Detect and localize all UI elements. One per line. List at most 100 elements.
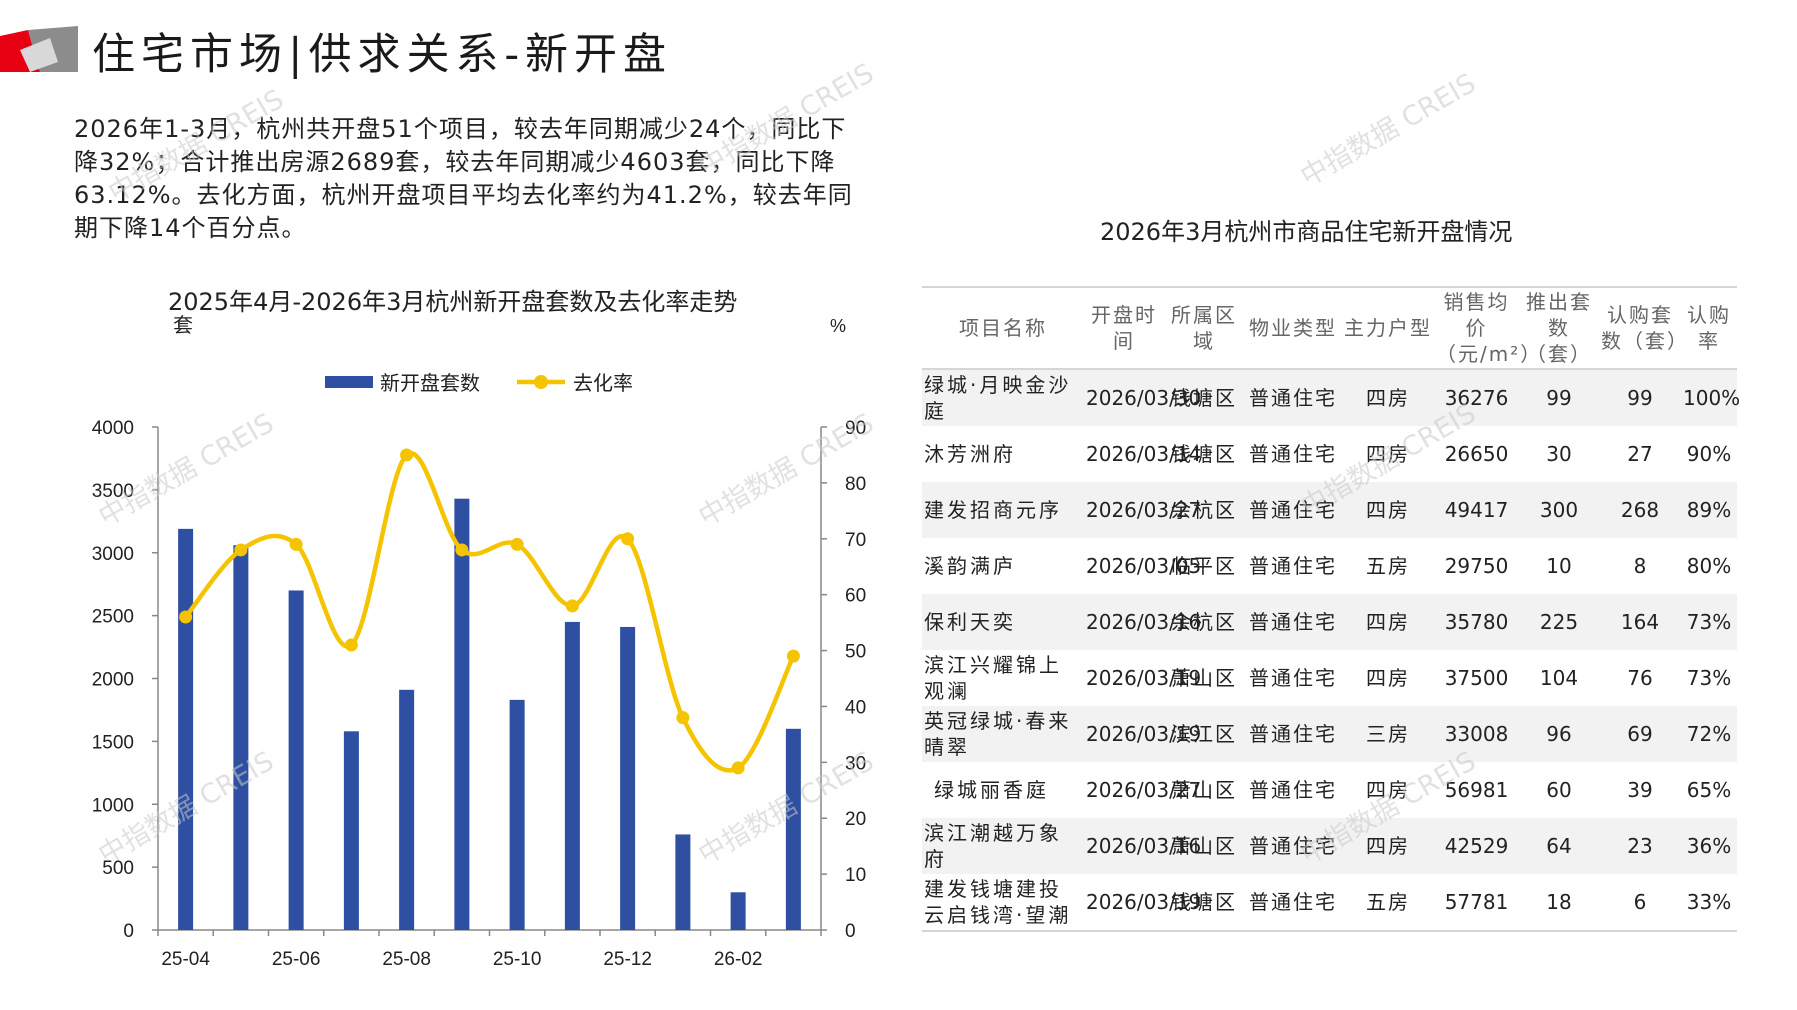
line-point bbox=[179, 610, 193, 624]
table-cell: 18 bbox=[1546, 890, 1572, 914]
table-cell: 建发钱塘建投云启钱湾·望潮 bbox=[924, 877, 1072, 927]
bar bbox=[509, 699, 525, 930]
table-cell: 225 bbox=[1539, 610, 1579, 634]
y-tick-label-left: 3500 bbox=[92, 481, 134, 502]
table-cell: 30 bbox=[1546, 442, 1572, 466]
table-row: 沐芳洲府 2026/03/14 钱塘区 普通住宅 四房 26650 30 27 90% bbox=[922, 426, 1737, 482]
line-point bbox=[455, 543, 469, 557]
bar bbox=[399, 689, 415, 930]
table-cell: 2026/03/05 bbox=[1086, 554, 1202, 578]
summary-paragraph: 2026年1-3月，杭州共开盘51个项目，较去年同期减少24个，同比下降32%；… bbox=[74, 115, 853, 242]
table-header-cell: 开盘时间 bbox=[1091, 303, 1157, 353]
table-cell: 89% bbox=[1686, 498, 1732, 522]
table-cell: 10 bbox=[1546, 554, 1572, 578]
x-tick-label: 25-06 bbox=[272, 949, 321, 970]
table-header-cell: 认购率 bbox=[1687, 303, 1731, 353]
page-title: 住宅市场|供求关系-新开盘 bbox=[92, 30, 673, 80]
table-cell: 三房 bbox=[1366, 722, 1410, 746]
table-cell: 普通住宅 bbox=[1249, 554, 1337, 578]
watermark: 中指数据 CREIS bbox=[1295, 67, 1482, 193]
line-point bbox=[400, 448, 414, 462]
x-tick-label: 25-04 bbox=[161, 949, 210, 970]
table-cell: 建发招商元序 bbox=[924, 498, 1062, 522]
table-cell: 39 bbox=[1627, 778, 1653, 802]
table-header-cell: 销售均价（元/m²） bbox=[1436, 290, 1543, 366]
table-cell: 268 bbox=[1620, 498, 1660, 522]
table-cell: 萧山区 bbox=[1171, 666, 1237, 690]
table-row: 保利天奕 2026/03/16 余杭区 普通住宅 四房 35780 225 164 73% bbox=[922, 594, 1737, 650]
y-tick-label-left: 3000 bbox=[92, 544, 134, 565]
table-header: 项目名称 开盘时间 所属区域 物业类型 主力户型 销售均价（元/m²） 推出套数（套） 认购套… bbox=[922, 287, 1737, 369]
new-launch-table: 项目名称 开盘时间 所属区域 物业类型 主力户型 销售均价（元/m²） 推出套数（套） 认购套… bbox=[922, 286, 1741, 932]
chart: 套 % 0 500 1000 1500 2000 2500 3000 3500 4000 0 10 20 3… bbox=[92, 314, 866, 970]
table-cell: 普通住宅 bbox=[1249, 778, 1337, 802]
table-cell: 26650 bbox=[1444, 442, 1509, 466]
line-point bbox=[621, 532, 635, 546]
bar bbox=[343, 731, 359, 930]
table-cell: 76 bbox=[1627, 666, 1653, 690]
y-tick-label-right: 40 bbox=[845, 697, 866, 718]
table-cell: 普通住宅 bbox=[1249, 834, 1337, 858]
y-tick-label-left: 4000 bbox=[92, 418, 134, 439]
table-cell: 2026/03/19 bbox=[1086, 890, 1202, 914]
table-cell: 80% bbox=[1686, 554, 1732, 578]
table-header-cell: 认购套数（套） bbox=[1601, 303, 1689, 353]
y-tick-label-right: 50 bbox=[845, 642, 866, 663]
line-series-sell-through bbox=[183, 450, 796, 773]
table-cell: 五房 bbox=[1366, 554, 1410, 578]
x-tick-label: 25-12 bbox=[603, 949, 652, 970]
y-tick-label-left: 2500 bbox=[92, 607, 134, 628]
table-cell: 普通住宅 bbox=[1249, 442, 1337, 466]
y-tick-label-left: 0 bbox=[123, 921, 134, 942]
x-tick-label: 25-08 bbox=[382, 949, 431, 970]
bar bbox=[178, 528, 194, 930]
table-cell: 65% bbox=[1686, 778, 1732, 802]
table-cell: 绿城丽香庭 bbox=[934, 778, 1049, 802]
table-header-cell: 项目名称 bbox=[959, 316, 1047, 340]
table-row: 溪韵满庐 2026/03/05 临平区 普通住宅 五房 29750 10 8 80% bbox=[922, 538, 1737, 594]
bar bbox=[785, 728, 801, 930]
table-cell: 溪韵满庐 bbox=[924, 554, 1016, 578]
table-cell: 99 bbox=[1546, 386, 1572, 410]
table-cell: 29750 bbox=[1444, 554, 1509, 578]
y-tick-label-right: 10 bbox=[845, 865, 866, 886]
legend-label-line: 去化率 bbox=[573, 372, 633, 395]
header-decoration bbox=[0, 26, 78, 72]
table-cell: 钱塘区 bbox=[1171, 386, 1237, 410]
table-cell: 104 bbox=[1539, 666, 1579, 690]
table-cell: 64 bbox=[1546, 834, 1572, 858]
table-cell: 2026/03/16 bbox=[1086, 834, 1202, 858]
y-tick-label-right: 90 bbox=[845, 418, 866, 439]
table-cell: 滨江区 bbox=[1171, 722, 1237, 746]
table-cell: 萧山区 bbox=[1171, 778, 1237, 802]
table-title: 2026年3月杭州市商品住宅新开盘情况 bbox=[1100, 218, 1513, 246]
table-header-cell: 主力户型 bbox=[1344, 316, 1432, 340]
table-cell: 余杭区 bbox=[1171, 610, 1237, 634]
table-row: 建发钱塘建投云启钱湾·望潮 2026/03/19 钱塘区 普通住宅 五房 57781 18 6… bbox=[922, 874, 1737, 931]
table-cell: 四房 bbox=[1366, 778, 1410, 802]
table-cell: 100% bbox=[1683, 386, 1741, 410]
legend-marker-line bbox=[534, 375, 548, 389]
table-cell: 2026/03/19 bbox=[1086, 666, 1202, 690]
table-cell: 临平区 bbox=[1171, 554, 1237, 578]
table-cell: 钱塘区 bbox=[1171, 442, 1237, 466]
table-cell: 2026/03/27 bbox=[1086, 778, 1202, 802]
table-cell: 2026/03/27 bbox=[1086, 498, 1202, 522]
line-point bbox=[731, 761, 745, 775]
table-cell: 35780 bbox=[1444, 610, 1509, 634]
table-cell: 萧山区 bbox=[1171, 834, 1237, 858]
y-tick-label-right: 60 bbox=[845, 586, 866, 607]
table-cell: 37500 bbox=[1444, 666, 1509, 690]
table-cell: 23 bbox=[1627, 834, 1653, 858]
y-tick-label-right: 30 bbox=[845, 753, 866, 774]
table-cell: 普通住宅 bbox=[1249, 610, 1337, 634]
table-header-cell: 物业类型 bbox=[1249, 316, 1337, 340]
table-row: 滨江潮越万象府 2026/03/16 萧山区 普通住宅 四房 42529 64 23 36% bbox=[922, 818, 1737, 874]
table-body: 绿城·月映金沙庭 2026/03/30 钱塘区 普通住宅 四房 36276 99 99 100%… bbox=[922, 369, 1741, 931]
x-tick-label: 26-02 bbox=[714, 949, 763, 970]
table-cell: 沐芳洲府 bbox=[924, 442, 1016, 466]
line-point bbox=[234, 543, 248, 557]
table-cell: 8 bbox=[1633, 554, 1647, 578]
bar bbox=[564, 621, 580, 930]
table-cell: 普通住宅 bbox=[1249, 722, 1337, 746]
